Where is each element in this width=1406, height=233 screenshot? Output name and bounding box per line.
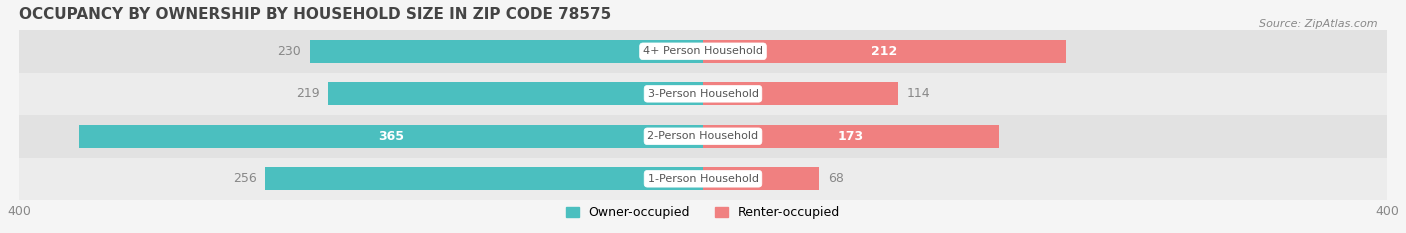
Bar (309, 40, 703, 63)
Bar (18, 158, 1388, 200)
Text: 4+ Person Household: 4+ Person Household (643, 46, 763, 56)
Text: 219: 219 (297, 87, 321, 100)
Text: 230: 230 (277, 45, 301, 58)
Text: 2-Person Household: 2-Person Household (647, 131, 759, 141)
Text: 365: 365 (378, 130, 404, 143)
Text: 114: 114 (907, 87, 931, 100)
Bar (703, 167, 820, 190)
Text: 256: 256 (233, 172, 257, 185)
Bar (703, 40, 1066, 63)
Bar (79, 125, 703, 148)
Bar (18, 72, 1388, 115)
Bar (329, 82, 703, 106)
Text: OCCUPANCY BY OWNERSHIP BY HOUSEHOLD SIZE IN ZIP CODE 78575: OCCUPANCY BY OWNERSHIP BY HOUSEHOLD SIZE… (18, 7, 612, 22)
Text: 1-Person Household: 1-Person Household (648, 174, 758, 184)
Legend: Owner-occupied, Renter-occupied: Owner-occupied, Renter-occupied (561, 201, 845, 224)
Bar (18, 30, 1388, 72)
Bar (266, 167, 703, 190)
Text: 3-Person Household: 3-Person Household (648, 89, 758, 99)
Text: 212: 212 (872, 45, 897, 58)
Bar (703, 82, 898, 106)
Text: Source: ZipAtlas.com: Source: ZipAtlas.com (1260, 19, 1378, 29)
Text: 173: 173 (838, 130, 865, 143)
Text: 68: 68 (828, 172, 844, 185)
Bar (703, 125, 998, 148)
Bar (18, 115, 1388, 158)
